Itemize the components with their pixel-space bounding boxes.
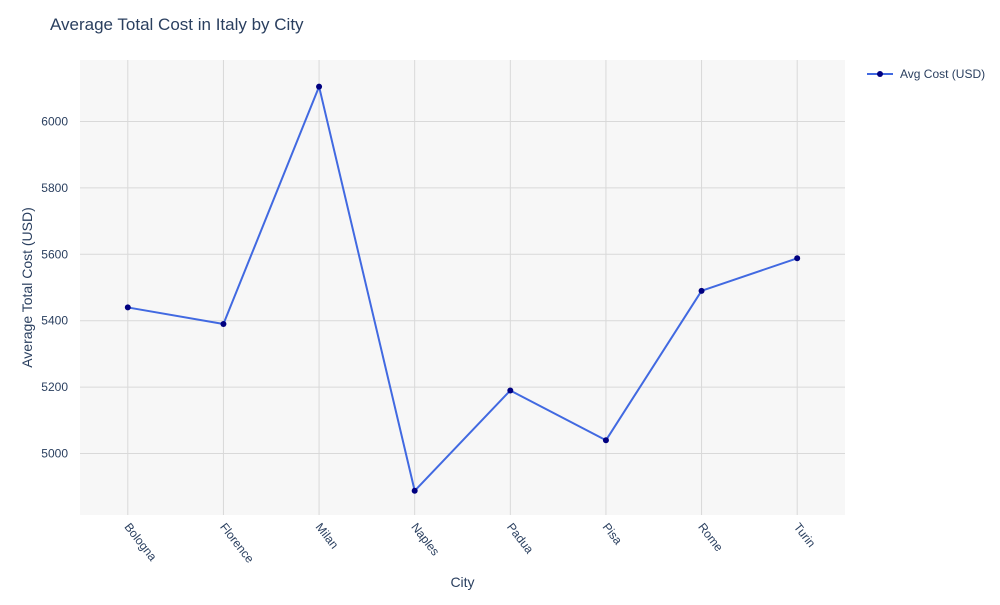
y-tick-label: 5800: [41, 181, 68, 195]
y-axis-ticks: 5000 5200 5400 5600 5800 6000: [41, 114, 68, 460]
data-point: [411, 487, 418, 494]
series-line: [127, 85, 798, 492]
data-point: [124, 304, 131, 311]
y-tick-label: 5600: [41, 247, 68, 261]
data-point: [794, 255, 801, 262]
data-point: [507, 387, 514, 394]
series-layer: [124, 83, 801, 494]
data-point: [602, 437, 609, 444]
data-point: [698, 287, 705, 294]
x-tick-label: Rome: [695, 520, 726, 554]
y-tick-label: 5200: [41, 380, 68, 394]
y-axis-title: Average Total Cost (USD): [19, 207, 35, 368]
x-tick-label: Bologna: [121, 520, 159, 564]
data-point: [316, 83, 323, 90]
x-tick-label: Naples: [408, 520, 442, 558]
x-tick-label: Turin: [791, 520, 819, 550]
y-tick-label: 6000: [41, 114, 68, 128]
y-tick-label: 5400: [41, 314, 68, 328]
legend-marker-swatch: [877, 71, 883, 77]
x-tick-label: Padua: [504, 520, 537, 556]
legend[interactable]: Avg Cost (USD): [867, 67, 985, 81]
x-tick-label: Milan: [313, 520, 342, 551]
legend-label: Avg Cost (USD): [900, 67, 985, 81]
plot-area: [80, 60, 845, 515]
x-axis-ticks: Bologna Florence Milan Naples Padua Pisa Rome T…: [121, 520, 818, 566]
data-point: [220, 321, 227, 328]
x-axis-title: City: [450, 574, 474, 590]
x-tick-label: Florence: [217, 520, 257, 566]
y-tick-label: 5000: [41, 447, 68, 461]
gridlines: [80, 60, 845, 515]
chart-title: Average Total Cost in Italy by City: [50, 15, 304, 34]
x-tick-label: Pisa: [600, 520, 626, 547]
